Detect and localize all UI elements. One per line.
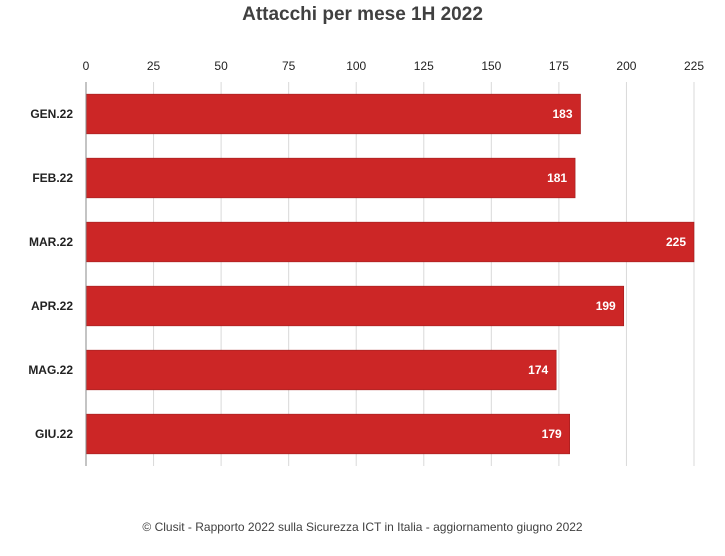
x-tick-label: 0 <box>83 59 90 73</box>
x-tick-label: 50 <box>214 59 228 73</box>
x-tick-label: 150 <box>481 59 501 73</box>
data-label: 183 <box>552 107 572 121</box>
data-label: 174 <box>528 363 548 377</box>
bar <box>85 413 570 455</box>
category-label: MAR.22 <box>29 235 73 249</box>
data-label: 179 <box>542 427 562 441</box>
gridlines <box>153 82 695 466</box>
data-label: 225 <box>666 235 686 249</box>
category-label: GEN.22 <box>30 107 73 121</box>
x-tick-label: 100 <box>346 59 366 73</box>
chart-title: Attacchi per mese 1H 2022 <box>242 4 483 25</box>
bar <box>85 157 576 199</box>
x-axis-ticks: 0 25 50 75 100 125 150 175 200 225 <box>83 59 705 73</box>
x-tick-label: 125 <box>414 59 434 73</box>
x-tick-label: 25 <box>147 59 161 73</box>
bar <box>85 349 557 391</box>
data-labels: 183 181 225 199 174 179 <box>528 107 686 441</box>
category-label: FEB.22 <box>32 171 73 185</box>
category-label: MAG.22 <box>28 363 73 377</box>
category-label: GIU.22 <box>35 427 73 441</box>
bars <box>85 93 695 455</box>
bar <box>85 285 625 327</box>
x-tick-label: 225 <box>684 59 704 73</box>
footer-credit: © Clusit - Rapporto 2022 sulla Sicurezza… <box>142 520 583 534</box>
data-label: 181 <box>547 171 567 185</box>
bar <box>85 93 581 135</box>
x-tick-label: 175 <box>549 59 569 73</box>
x-tick-label: 200 <box>616 59 636 73</box>
category-labels: GEN.22 FEB.22 MAR.22 APR.22 MAG.22 GIU.22 <box>28 107 73 441</box>
category-label: APR.22 <box>31 299 73 313</box>
bar <box>85 221 695 263</box>
x-tick-label: 75 <box>282 59 296 73</box>
data-label: 199 <box>596 299 616 313</box>
